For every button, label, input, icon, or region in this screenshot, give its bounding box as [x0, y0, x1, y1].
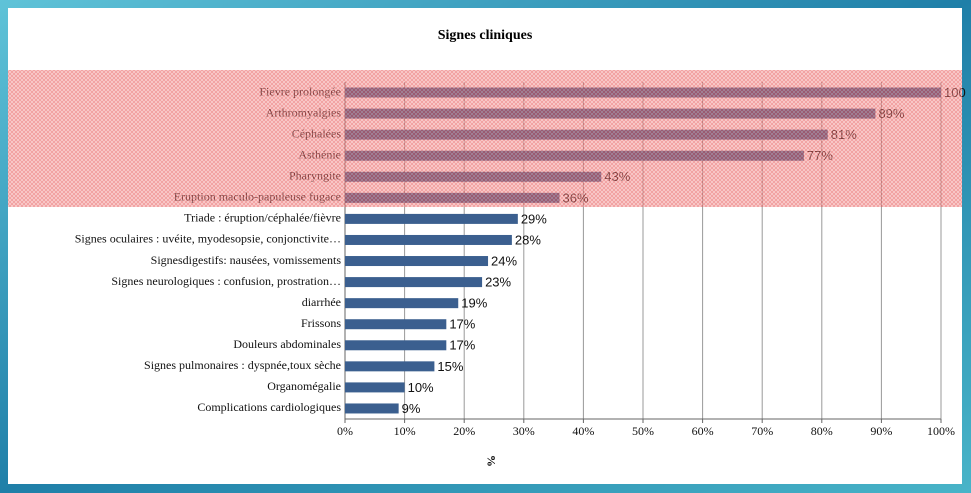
x-tick-label: 60%	[692, 424, 714, 438]
chart-title: Signes cliniques	[438, 28, 533, 43]
data-label: 17%	[449, 317, 475, 332]
y-tick-label: Organomégalie	[267, 379, 341, 393]
highlight-overlay	[8, 70, 962, 207]
data-label: 29%	[521, 211, 547, 226]
data-label: 24%	[491, 253, 517, 268]
bar	[345, 340, 446, 350]
bar	[345, 256, 488, 266]
data-label: 28%	[515, 232, 541, 247]
bar	[345, 298, 458, 308]
bar	[345, 235, 512, 245]
y-tick-label: Signes oculaires : uvéite, myodesopsie, …	[75, 232, 341, 246]
data-label: 15%	[437, 359, 463, 374]
x-tick-label: 40%	[572, 424, 594, 438]
data-label: 10%	[408, 380, 434, 395]
y-tick-label: Signes pulmonaires : dyspnée,toux sèche	[144, 358, 341, 372]
x-tick-label: 90%	[870, 424, 892, 438]
x-tick-label: 80%	[811, 424, 833, 438]
data-label: 19%	[461, 296, 487, 311]
x-tick-label: 70%	[751, 424, 773, 438]
y-tick-label: Complications cardiologiques	[197, 400, 341, 414]
data-label: 17%	[449, 338, 475, 353]
y-tick-label: Signesdigestifs: nausées, vomissements	[151, 253, 342, 267]
y-tick-label: Triade : éruption/céphalée/fièvre	[184, 211, 341, 225]
bar	[345, 382, 405, 392]
x-tick-label: 10%	[394, 424, 416, 438]
bar	[345, 319, 446, 329]
x-tick-label: 20%	[453, 424, 475, 438]
data-label: 9%	[402, 401, 421, 416]
bar	[345, 361, 434, 371]
y-tick-label: Douleurs abdominales	[233, 337, 341, 351]
x-tick-label: 30%	[513, 424, 535, 438]
data-label: 23%	[485, 275, 511, 290]
x-tick-label: 0%	[337, 424, 353, 438]
bar	[345, 214, 518, 224]
x-tick-label: 50%	[632, 424, 654, 438]
y-tick-label: diarrhée	[302, 295, 341, 309]
y-tick-label: Frissons	[301, 316, 341, 330]
bar	[345, 403, 399, 413]
x-tick-label: 100%	[927, 424, 955, 438]
chart: Signes cliniques 0% 10% 20% 30% 40% 50% 60% 70%…	[0, 0, 971, 493]
x-axis-label: %	[484, 455, 498, 467]
bar	[345, 277, 482, 287]
y-tick-label: Signes neurologiques : confusion, prostr…	[111, 274, 341, 288]
